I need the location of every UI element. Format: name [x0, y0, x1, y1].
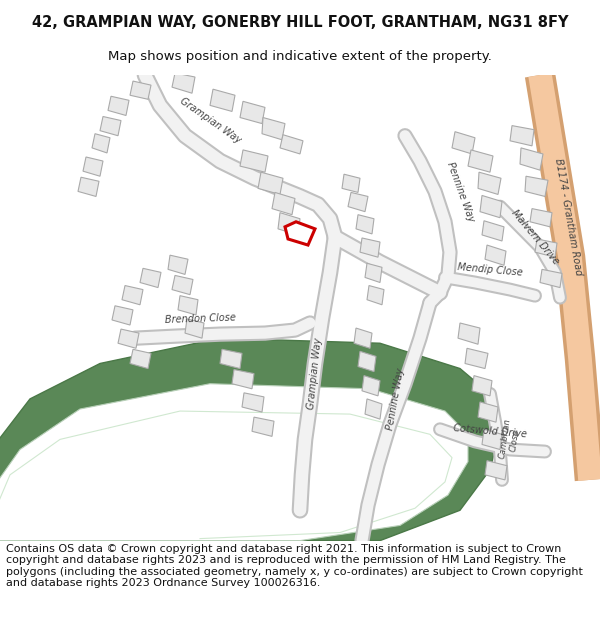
Text: Contains OS data © Crown copyright and database right 2021. This information is : Contains OS data © Crown copyright and d…: [6, 544, 583, 588]
Polygon shape: [118, 329, 139, 348]
Polygon shape: [272, 192, 295, 214]
Text: Malvern Drive: Malvern Drive: [509, 208, 561, 266]
Polygon shape: [358, 351, 376, 372]
Polygon shape: [478, 402, 498, 422]
Polygon shape: [185, 319, 204, 338]
Polygon shape: [356, 214, 374, 234]
Polygon shape: [485, 245, 506, 265]
Polygon shape: [342, 174, 360, 192]
Polygon shape: [0, 384, 468, 541]
Polygon shape: [92, 134, 110, 153]
Polygon shape: [354, 328, 372, 348]
Text: Map shows position and indicative extent of the property.: Map shows position and indicative extent…: [108, 50, 492, 63]
Polygon shape: [130, 349, 151, 369]
Polygon shape: [278, 213, 300, 235]
Polygon shape: [210, 89, 235, 111]
Polygon shape: [365, 263, 382, 282]
Polygon shape: [485, 461, 507, 480]
Polygon shape: [472, 376, 492, 396]
Text: Pennine Way: Pennine Way: [386, 367, 406, 431]
Text: Mendip Close: Mendip Close: [457, 262, 523, 278]
Polygon shape: [458, 323, 480, 344]
Polygon shape: [240, 150, 268, 172]
Polygon shape: [220, 349, 242, 369]
Polygon shape: [535, 239, 557, 258]
Polygon shape: [360, 238, 380, 258]
Polygon shape: [172, 73, 195, 93]
Polygon shape: [122, 286, 143, 305]
Polygon shape: [468, 150, 493, 172]
Polygon shape: [285, 222, 315, 245]
Polygon shape: [178, 296, 198, 315]
Polygon shape: [482, 429, 502, 449]
Text: 42, GRAMPIAN WAY, GONERBY HILL FOOT, GRANTHAM, NG31 8FY: 42, GRAMPIAN WAY, GONERBY HILL FOOT, GRA…: [32, 15, 568, 30]
Polygon shape: [478, 172, 501, 194]
Polygon shape: [172, 276, 193, 294]
Text: Cotswold Drive: Cotswold Drive: [453, 423, 527, 439]
Polygon shape: [480, 196, 502, 218]
Polygon shape: [0, 338, 500, 541]
Polygon shape: [530, 209, 552, 227]
Text: Grampian Way: Grampian Way: [178, 96, 242, 146]
Text: Cambrian
Close: Cambrian Close: [497, 418, 523, 461]
Polygon shape: [168, 255, 188, 274]
Polygon shape: [510, 126, 534, 146]
Polygon shape: [100, 116, 121, 136]
Polygon shape: [525, 176, 548, 196]
Polygon shape: [130, 81, 151, 99]
Polygon shape: [258, 172, 283, 194]
Polygon shape: [112, 306, 133, 325]
Polygon shape: [520, 148, 543, 170]
Polygon shape: [240, 101, 265, 124]
Polygon shape: [465, 348, 488, 369]
Polygon shape: [78, 177, 99, 196]
Polygon shape: [83, 157, 103, 176]
Text: Brendon Close: Brendon Close: [164, 312, 236, 325]
Text: B1174 - Grantham Road: B1174 - Grantham Road: [553, 158, 583, 276]
Polygon shape: [140, 268, 161, 288]
Polygon shape: [252, 417, 274, 436]
Polygon shape: [452, 132, 475, 154]
Polygon shape: [362, 376, 380, 396]
Polygon shape: [108, 96, 129, 116]
Polygon shape: [242, 393, 264, 412]
Polygon shape: [348, 192, 368, 212]
Polygon shape: [365, 399, 382, 419]
Polygon shape: [540, 269, 562, 288]
Polygon shape: [280, 135, 303, 154]
Polygon shape: [482, 221, 504, 241]
Polygon shape: [232, 369, 254, 389]
Text: Pennine Way: Pennine Way: [445, 160, 476, 222]
Polygon shape: [367, 286, 384, 305]
Polygon shape: [262, 118, 285, 140]
Text: Grampian Way: Grampian Way: [306, 338, 324, 410]
